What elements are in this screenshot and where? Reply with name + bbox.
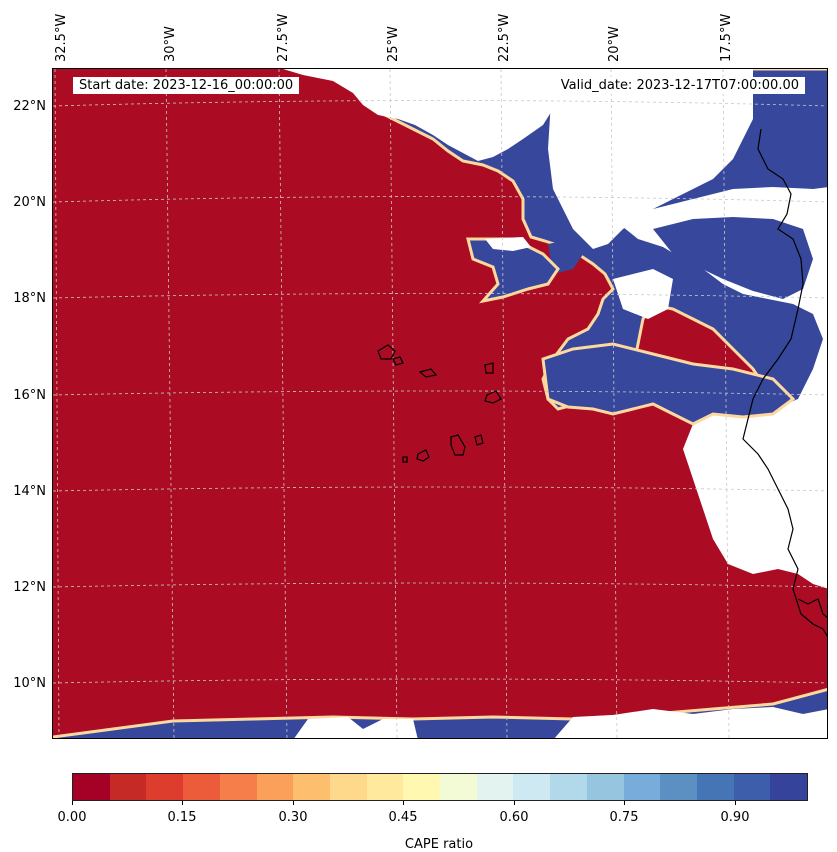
colorbar — [72, 773, 808, 801]
lon-label-30w: 30°W — [163, 26, 178, 62]
coastline-africa — [742, 128, 827, 637]
colorbar-segment-19 — [770, 774, 808, 800]
white-patch-south-east — [554, 707, 827, 738]
colorbar-tick-3: 0.45 — [388, 810, 418, 825]
lon-label-17-5w: 17.5°W — [719, 13, 734, 62]
lon-label-25w: 25°W — [386, 26, 401, 62]
lat-label-14n: 14°N — [13, 484, 46, 499]
high-ratio-arm — [466, 237, 560, 304]
graticule — [53, 69, 827, 738]
colorbar-segment-3 — [183, 774, 220, 800]
colorbar-tick-0: 0.00 — [57, 810, 87, 825]
white-patch-arm — [485, 237, 531, 251]
colorbar-tick-6: 0.90 — [720, 810, 750, 825]
cape-verde-islands — [377, 344, 502, 463]
colorbar-segment-10 — [440, 774, 477, 800]
lat-label-12n: 12°N — [13, 580, 46, 595]
high-ratio-mid — [548, 239, 588, 274]
lat-label-20n: 20°N — [13, 195, 46, 210]
lat-label-18n: 18°N — [13, 291, 46, 306]
colorbar-tick-5: 0.75 — [609, 810, 639, 825]
colorbar-tick-1: 0.15 — [167, 810, 197, 825]
lon-label-20w: 20°W — [607, 26, 622, 62]
map-canvas — [53, 69, 827, 738]
coastline-guinea — [797, 598, 827, 619]
colorbar-segment-12 — [513, 774, 551, 800]
colorbar-segment-2 — [146, 774, 184, 800]
start-date-label: Start date: 2023-12-16_00:00:00 — [73, 77, 300, 94]
colorbar-segment-9 — [403, 774, 441, 800]
colorbar-segment-4 — [219, 774, 257, 800]
colorbar-segment-11 — [476, 774, 514, 800]
colorbar-label: CAPE ratio — [404, 837, 474, 852]
colorbar-segment-7 — [329, 774, 367, 800]
map-plot-area: Start date: 2023-12-16_00:00:00 Valid_da… — [52, 68, 828, 739]
white-island-east — [613, 269, 673, 319]
high-ratio-east — [541, 342, 796, 426]
white-region-north — [283, 69, 553, 161]
colorbar-segment-5 — [256, 774, 294, 800]
white-patch-south — [294, 717, 418, 738]
colorbar-segment-14 — [586, 774, 624, 800]
lat-label-10n: 10°N — [13, 676, 46, 691]
colorbar-segment-17 — [696, 774, 734, 800]
lon-label-22-5w: 22.5°W — [497, 13, 512, 62]
lat-label-22n: 22°N — [13, 99, 46, 114]
colorbar-segment-0 — [73, 774, 110, 800]
colorbar-segment-18 — [733, 774, 771, 800]
colorbar-segment-15 — [623, 774, 661, 800]
colorbar-tick-2: 0.30 — [278, 810, 308, 825]
colorbar-segment-8 — [366, 774, 404, 800]
white-region-coast — [548, 69, 753, 249]
lon-label-27-5w: 27.5°W — [276, 13, 291, 62]
lat-label-16n: 16°N — [13, 388, 46, 403]
colorbar-segment-13 — [550, 774, 587, 800]
high-ratio-inner — [653, 217, 813, 299]
colorbar-tick-4: 0.60 — [499, 810, 529, 825]
valid-date-label: Valid_date: 2023-12-17T07:00:00.00 — [554, 77, 805, 94]
colorbar-segment-6 — [293, 774, 330, 800]
lon-label-32-5w: 32.5°W — [54, 13, 69, 62]
colorbar-segment-16 — [660, 774, 697, 800]
colorbar-segment-1 — [109, 774, 147, 800]
